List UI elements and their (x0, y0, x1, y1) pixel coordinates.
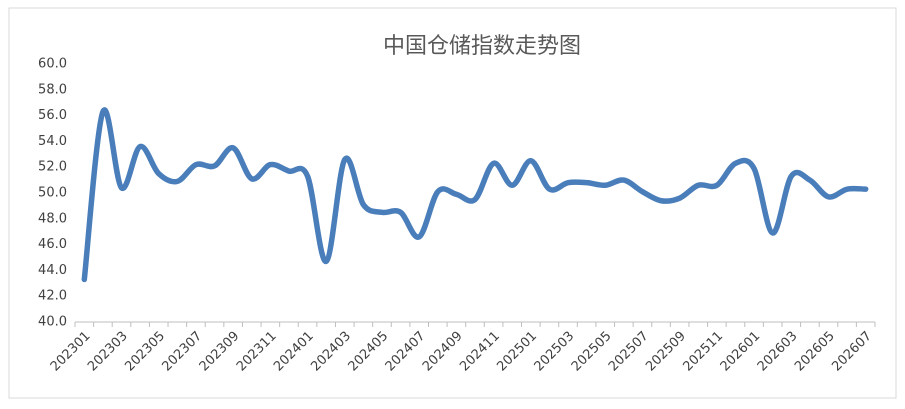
y-tick-label: 54.0 (38, 134, 67, 149)
y-tick-label: 42.0 (38, 289, 67, 304)
y-tick-label: 52.0 (38, 160, 67, 175)
line (81, 107, 869, 283)
y-tick-label: 48.0 (38, 211, 67, 226)
y-tick-label: 60.0 (38, 57, 67, 72)
y-tick-label: 58.0 (38, 82, 67, 97)
y-tick-label: 46.0 (38, 237, 67, 252)
y-tick-label: 40.0 (38, 315, 67, 330)
chart-frame (8, 7, 897, 399)
chart-title: 中国仓储指数走势图 (383, 34, 581, 59)
y-tick-label: 50.0 (38, 186, 67, 201)
y-tick-label: 44.0 (38, 263, 67, 278)
y-tick-label: 56.0 (38, 108, 67, 123)
